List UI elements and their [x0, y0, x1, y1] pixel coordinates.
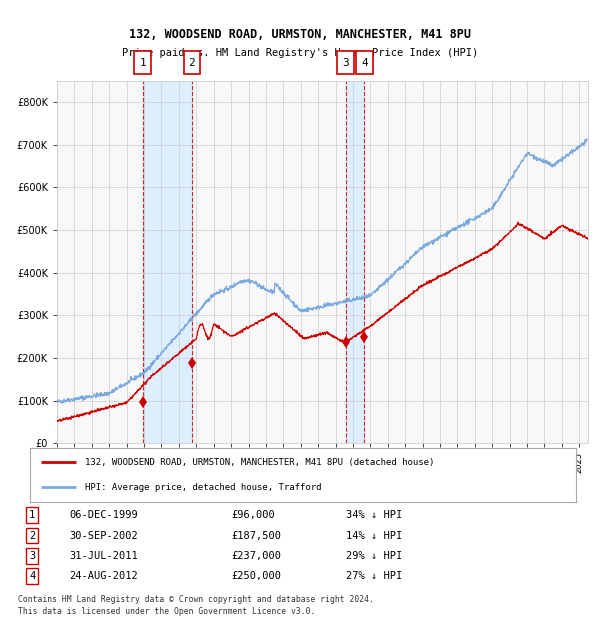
Text: 3: 3: [342, 58, 349, 68]
Text: 2: 2: [188, 58, 196, 68]
Bar: [143, 81, 192, 443]
Text: 4: 4: [29, 571, 35, 581]
Text: 1: 1: [139, 58, 146, 68]
Text: Price paid vs. HM Land Registry's House Price Index (HPI): Price paid vs. HM Land Registry's House …: [122, 48, 478, 58]
Text: 27% ↓ HPI: 27% ↓ HPI: [346, 571, 403, 581]
Text: 06-DEC-1999: 06-DEC-1999: [70, 510, 139, 520]
Text: 132, WOODSEND ROAD, URMSTON, MANCHESTER, M41 8PU (detached house): 132, WOODSEND ROAD, URMSTON, MANCHESTER,…: [85, 458, 434, 467]
Text: 1: 1: [29, 510, 35, 520]
Text: 4: 4: [361, 58, 368, 68]
Text: 14% ↓ HPI: 14% ↓ HPI: [346, 531, 403, 541]
Text: Contains HM Land Registry data © Crown copyright and database right 2024.: Contains HM Land Registry data © Crown c…: [18, 595, 374, 604]
Text: 34% ↓ HPI: 34% ↓ HPI: [346, 510, 403, 520]
Text: £237,000: £237,000: [231, 551, 281, 560]
Text: £187,500: £187,500: [231, 531, 281, 541]
Text: 24-AUG-2012: 24-AUG-2012: [70, 571, 139, 581]
Text: 30-SEP-2002: 30-SEP-2002: [70, 531, 139, 541]
Text: £96,000: £96,000: [231, 510, 275, 520]
Text: £250,000: £250,000: [231, 571, 281, 581]
Text: HPI: Average price, detached house, Trafford: HPI: Average price, detached house, Traf…: [85, 483, 321, 492]
Text: 132, WOODSEND ROAD, URMSTON, MANCHESTER, M41 8PU: 132, WOODSEND ROAD, URMSTON, MANCHESTER,…: [129, 28, 471, 40]
Text: This data is licensed under the Open Government Licence v3.0.: This data is licensed under the Open Gov…: [18, 608, 316, 616]
Text: 2: 2: [29, 531, 35, 541]
Text: 3: 3: [29, 551, 35, 560]
Bar: [346, 81, 364, 443]
Text: 29% ↓ HPI: 29% ↓ HPI: [346, 551, 403, 560]
Text: 31-JUL-2011: 31-JUL-2011: [70, 551, 139, 560]
